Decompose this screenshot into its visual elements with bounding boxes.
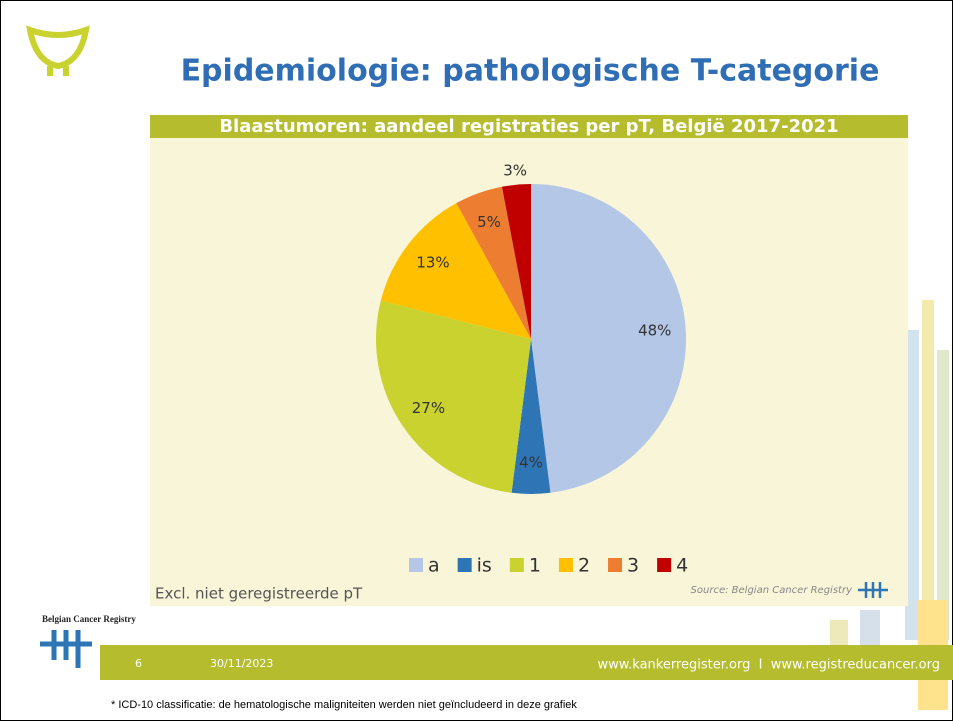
data-label: 3% bbox=[503, 161, 527, 179]
data-label: 5% bbox=[477, 213, 501, 231]
legend-label: a bbox=[428, 555, 440, 577]
slide-title: Epidemiologie: pathologische T-categorie bbox=[181, 54, 880, 89]
pie-slice bbox=[380, 203, 531, 339]
legend-label: 4 bbox=[676, 555, 688, 577]
data-label: 4% bbox=[519, 454, 543, 472]
legend-swatch bbox=[558, 558, 573, 572]
chart-note: Excl. niet geregistreerde pT bbox=[155, 585, 363, 603]
pie-slice bbox=[511, 339, 551, 494]
data-label: 48% bbox=[638, 322, 671, 340]
chart-title-bar bbox=[150, 115, 908, 138]
chart-title: Blaastumoren: aandeel registraties per p… bbox=[219, 116, 838, 137]
footnote: * ICD-10 classificatie: de hematologisch… bbox=[111, 699, 577, 711]
legend-swatch bbox=[457, 558, 472, 572]
pie-slice bbox=[501, 184, 531, 339]
pie-slice bbox=[376, 300, 531, 493]
legend-swatch bbox=[608, 558, 623, 572]
legend-label: 3 bbox=[627, 555, 639, 577]
bladder-icon-tube bbox=[47, 66, 69, 76]
decoration bbox=[830, 300, 949, 710]
page-number: 6 bbox=[135, 657, 142, 670]
organisation-logo bbox=[40, 630, 92, 668]
pie-slice bbox=[456, 186, 531, 339]
bladder-icon bbox=[26, 25, 90, 70]
pie: 48% 4% 27% 13% 5% 3% bbox=[376, 161, 686, 494]
organisation: Belgian Cancer Registry bbox=[42, 614, 136, 624]
legend-swatch bbox=[509, 558, 524, 572]
chart-source: Source: Belgian Cancer Registry bbox=[691, 585, 854, 596]
data-label: 13% bbox=[416, 253, 449, 271]
source-logo bbox=[858, 582, 888, 598]
date: 30/11/2023 bbox=[210, 657, 273, 670]
legend-label: 2 bbox=[578, 555, 590, 577]
pie-slice bbox=[531, 184, 686, 493]
legend-label: is bbox=[477, 555, 492, 577]
legend-swatch bbox=[657, 558, 672, 572]
data-label: 27% bbox=[412, 399, 445, 417]
legend: a is 1 2 3 4 bbox=[409, 555, 688, 577]
footer-links: www.kankerregister.org I www.registreduc… bbox=[597, 658, 940, 673]
legend-label: 1 bbox=[529, 555, 541, 577]
legend-swatch bbox=[409, 558, 423, 572]
footer-bar bbox=[100, 645, 953, 680]
